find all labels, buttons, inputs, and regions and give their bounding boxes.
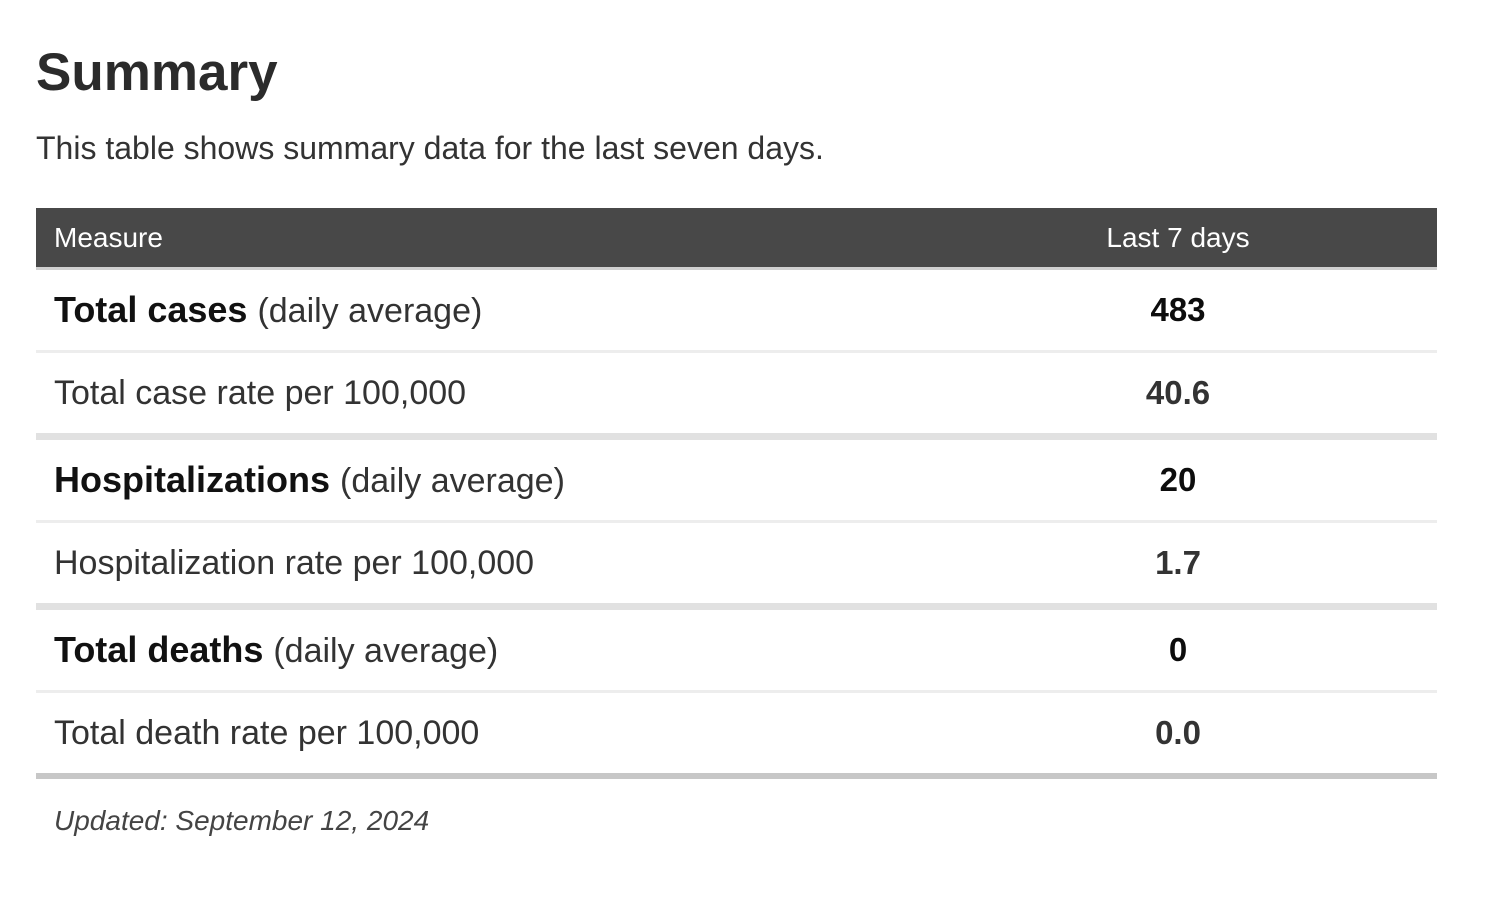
table-row: Total cases (daily average) 483 bbox=[36, 270, 1437, 354]
row-label-suffix: (daily average) bbox=[340, 462, 565, 501]
row-label-suffix: (daily average) bbox=[273, 632, 499, 671]
table-row: Total death rate per 100,000 0.0 bbox=[36, 693, 1437, 780]
row-value: 0.0 bbox=[1155, 714, 1201, 752]
table-row: Hospitalizations (daily average) 20 bbox=[36, 440, 1437, 524]
row-label: Total deaths bbox=[54, 629, 264, 671]
measure-cell: Total deaths (daily average) bbox=[36, 629, 919, 671]
row-label: Total cases bbox=[54, 289, 248, 331]
row-label: Total case rate per 100,000 bbox=[54, 373, 467, 412]
measure-cell: Total death rate per 100,000 bbox=[36, 714, 919, 753]
summary-page: Summary This table shows summary data fo… bbox=[0, 43, 1506, 837]
summary-table: Measure Last 7 days Total cases (daily av… bbox=[36, 208, 1437, 780]
page-subtitle: This table shows summary data for the la… bbox=[36, 130, 824, 167]
row-value: 20 bbox=[1159, 461, 1197, 499]
measure-cell: Total case rate per 100,000 bbox=[36, 374, 919, 413]
updated-note: Updated: September 12, 2024 bbox=[54, 805, 430, 837]
row-label: Hospitalization rate per 100,000 bbox=[54, 543, 535, 582]
column-header-measure: Measure bbox=[54, 221, 163, 253]
table-body: Total cases (daily average) 483 Total cas… bbox=[36, 270, 1437, 780]
measure-cell: Hospitalization rate per 100,000 bbox=[36, 544, 919, 583]
row-label: Hospitalizations bbox=[54, 459, 331, 501]
page-title: Summary bbox=[36, 43, 278, 102]
table-header-row: Measure Last 7 days bbox=[36, 208, 1437, 271]
row-value: 483 bbox=[1150, 291, 1206, 329]
table-row: Total case rate per 100,000 40.6 bbox=[36, 353, 1437, 441]
value-cell: 20 bbox=[919, 461, 1437, 499]
value-cell: 1.7 bbox=[919, 544, 1437, 582]
row-value: 1.7 bbox=[1155, 544, 1201, 582]
value-cell: 40.6 bbox=[919, 374, 1437, 412]
table-row: Total deaths (daily average) 0 bbox=[36, 610, 1437, 694]
row-label: Total death rate per 100,000 bbox=[54, 713, 480, 752]
measure-cell: Hospitalizations (daily average) bbox=[36, 459, 919, 501]
table-row: Hospitalization rate per 100,000 1.7 bbox=[36, 523, 1437, 611]
value-cell: 0 bbox=[919, 631, 1437, 669]
column-header-last-7-days: Last 7 days bbox=[1106, 221, 1250, 253]
row-value: 0 bbox=[1168, 631, 1188, 669]
measure-cell: Total cases (daily average) bbox=[36, 289, 919, 331]
value-cell: 0.0 bbox=[919, 714, 1437, 752]
row-label-suffix: (daily average) bbox=[257, 292, 483, 331]
value-cell: 483 bbox=[919, 291, 1437, 329]
row-value: 40.6 bbox=[1145, 374, 1211, 412]
